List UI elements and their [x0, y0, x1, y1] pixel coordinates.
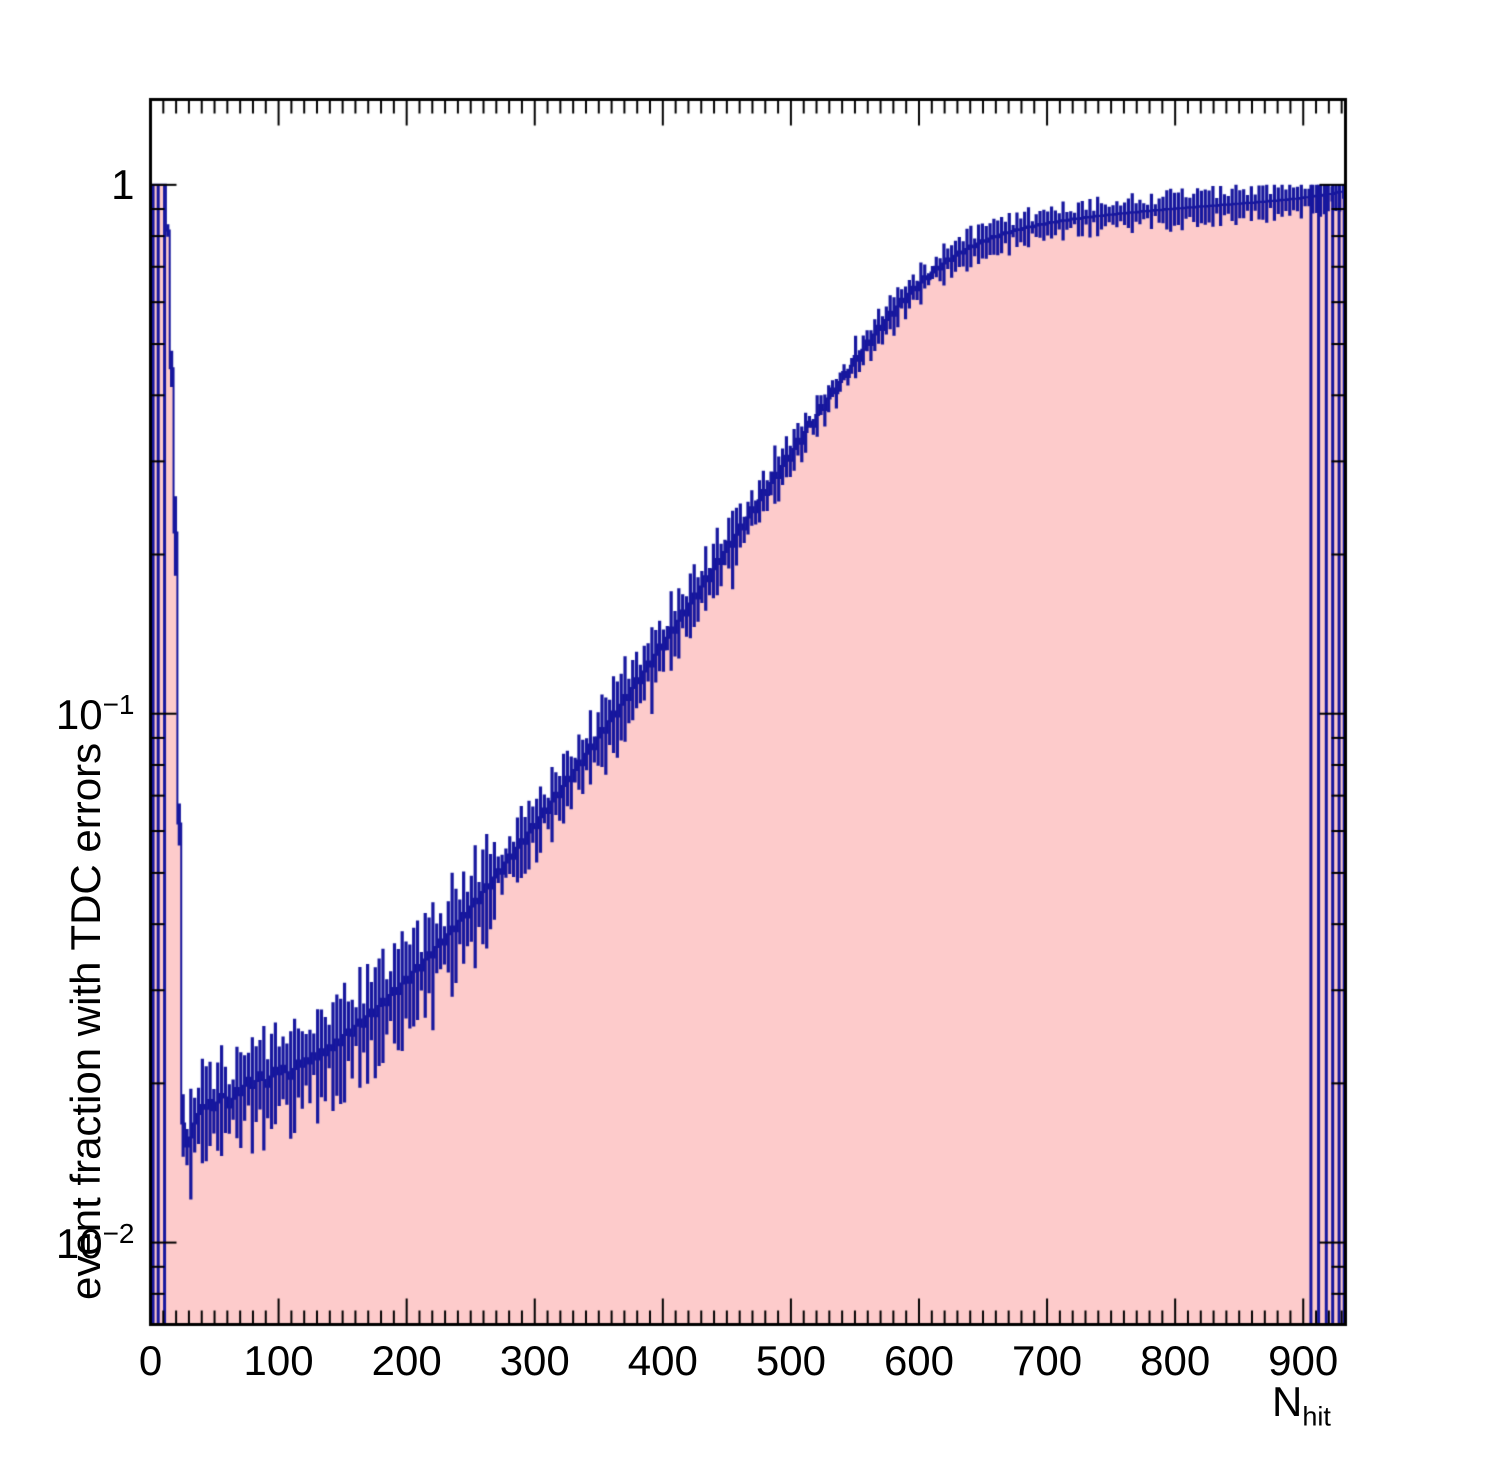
x-tick-label: 600: [883, 1336, 955, 1384]
y-axis-title: event fraction with TDC errors: [62, 742, 109, 1300]
x-tick-label: 400: [627, 1336, 698, 1384]
x-tick-label: 500: [755, 1336, 826, 1384]
x-axis-title: Nhit: [1272, 1378, 1331, 1432]
y-tick-label: 10−2: [55, 1217, 135, 1267]
y-tick-label: 1: [111, 160, 135, 208]
x-tick-label: 700: [1012, 1336, 1083, 1384]
x-axis-title-subscript: hit: [1302, 1401, 1331, 1432]
x-tick-label: 200: [371, 1336, 442, 1384]
x-tick-label: 100: [243, 1336, 314, 1384]
x-tick-label: 800: [1140, 1336, 1211, 1384]
x-tick-label: 900: [1268, 1336, 1339, 1384]
x-tick-label: 300: [499, 1336, 570, 1384]
x-tick-label: 0: [138, 1336, 163, 1384]
y-tick-label: 10−1: [55, 688, 135, 738]
x-axis-title-prefix: N: [1272, 1378, 1303, 1425]
